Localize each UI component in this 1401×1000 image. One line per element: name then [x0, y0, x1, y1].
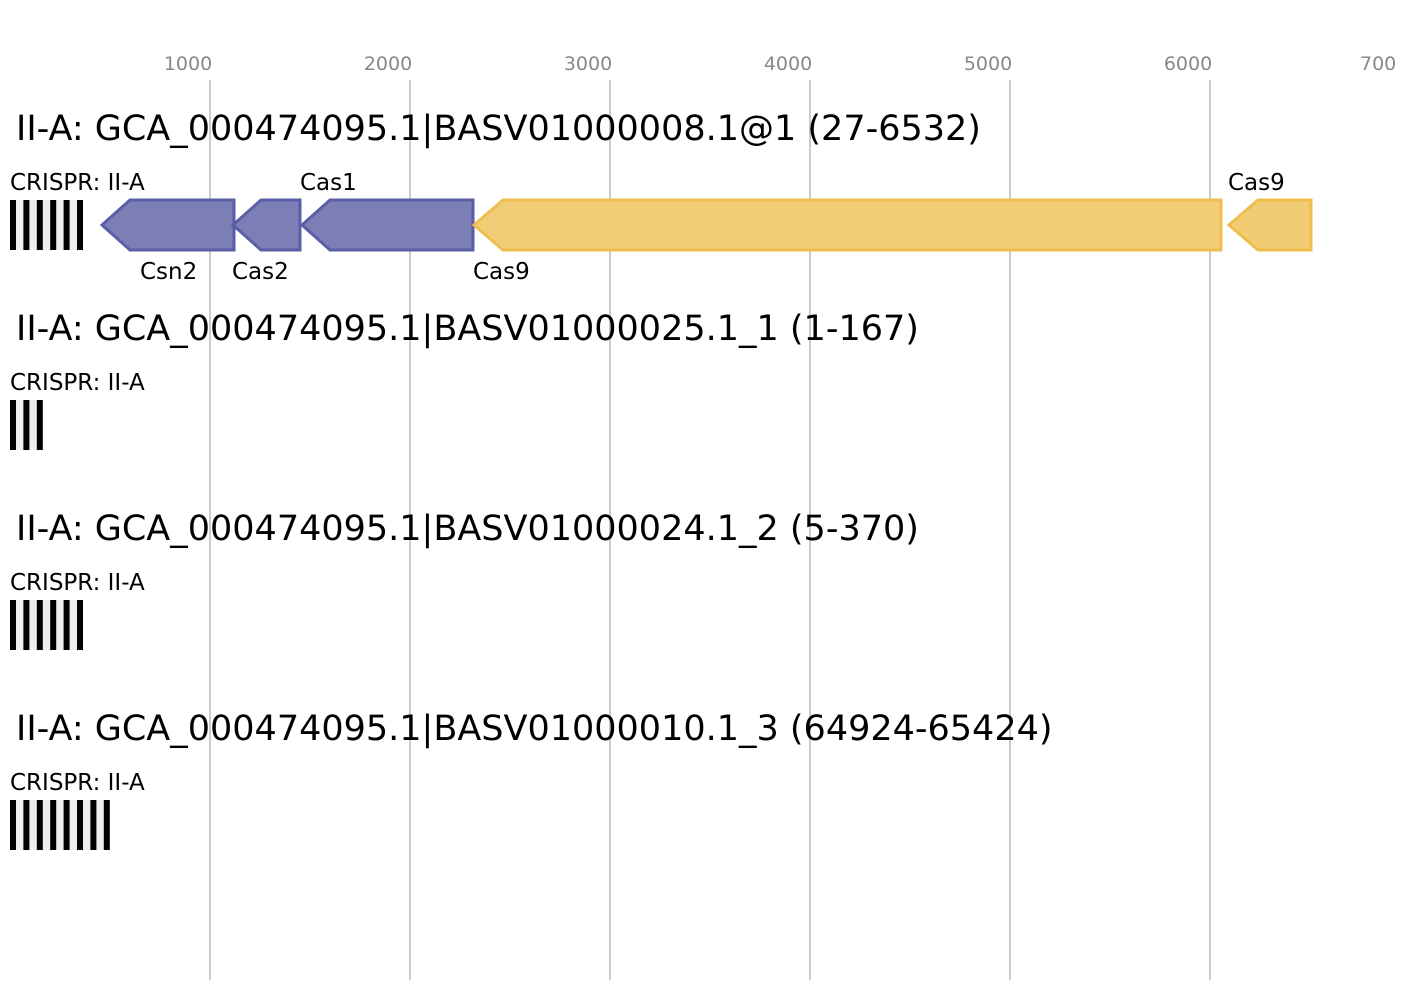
- crispr-array: [10, 800, 110, 850]
- tick-label: 4000: [764, 53, 812, 75]
- tick-label: 3000: [564, 53, 612, 75]
- tick-label: 1000: [164, 53, 212, 75]
- crispr-repeat: [23, 400, 30, 450]
- gene-arrow[interactable]: [230, 198, 302, 252]
- crispr-repeat: [10, 800, 16, 850]
- gene-arrow[interactable]: [299, 198, 475, 252]
- gene-csn2[interactable]: Csn2: [99, 198, 236, 285]
- crispr-repeat: [23, 200, 30, 250]
- gene-cas9[interactable]: Cas9: [471, 198, 1223, 285]
- crispr-spacer-background: [10, 600, 83, 650]
- crispr-repeat: [23, 800, 30, 850]
- gene-label: Cas2: [232, 259, 289, 285]
- crispr-repeat: [10, 200, 16, 250]
- crispr-repeat: [90, 800, 97, 850]
- gene-arrow[interactable]: [1226, 198, 1313, 252]
- locus-title: II-A: GCA_000474095.1|BASV01000024.1_2 (…: [16, 509, 919, 549]
- crispr-label: CRISPR: II-A: [10, 770, 145, 796]
- locus-title: II-A: GCA_000474095.1|BASV01000010.1_3 (…: [16, 709, 1053, 749]
- tick-label: 5000: [964, 53, 1012, 75]
- crispr-array: [10, 200, 83, 250]
- crispr-repeat: [36, 800, 43, 850]
- gene-cas1[interactable]: Cas1: [299, 170, 475, 252]
- locus-3: II-A: GCA_000474095.1|BASV01000024.1_2 (…: [10, 509, 919, 650]
- locus-1: II-A: GCA_000474095.1|BASV01000008.1@1 (…: [10, 109, 1313, 285]
- crispr-label: CRISPR: II-A: [10, 570, 145, 596]
- crispr-repeat: [77, 800, 83, 850]
- locus-4: II-A: GCA_000474095.1|BASV01000010.1_3 (…: [10, 709, 1053, 850]
- crispr-repeat: [103, 800, 110, 850]
- crispr-label: CRISPR: II-A: [10, 170, 145, 196]
- crispr-array: [10, 400, 43, 450]
- crispr-array: [10, 600, 83, 650]
- gene-label: Cas9: [1228, 170, 1285, 196]
- crispr-repeat: [77, 600, 83, 650]
- gene-label: Cas9: [473, 259, 530, 285]
- crispr-repeat: [63, 600, 70, 650]
- tick-label: 2000: [364, 53, 412, 75]
- crispr-repeat: [10, 600, 16, 650]
- crispr-repeat: [50, 200, 57, 250]
- crispr-repeat: [50, 600, 57, 650]
- gene-arrow[interactable]: [99, 198, 236, 252]
- gene-cas9-fragment[interactable]: Cas9: [1226, 170, 1313, 252]
- crispr-repeat: [10, 400, 16, 450]
- gene-label: Csn2: [140, 259, 197, 285]
- tick-label: 6000: [1164, 53, 1212, 75]
- crispr-repeat: [36, 200, 43, 250]
- crispr-repeat: [50, 800, 57, 850]
- locus-title: II-A: GCA_000474095.1|BASV01000025.1_1 (…: [16, 309, 919, 349]
- locus-2: II-A: GCA_000474095.1|BASV01000025.1_1 (…: [10, 309, 919, 450]
- crispr-repeat: [63, 200, 70, 250]
- crispr-repeat: [36, 600, 43, 650]
- gene-label: Cas1: [300, 170, 357, 196]
- crispr-label: CRISPR: II-A: [10, 370, 145, 396]
- locus-title: II-A: GCA_000474095.1|BASV01000008.1@1 (…: [16, 109, 981, 149]
- crispr-repeat: [63, 800, 70, 850]
- tick-label: 700: [1360, 53, 1396, 75]
- crispr-repeat: [77, 200, 83, 250]
- crispr-repeat: [23, 600, 30, 650]
- axis-ticks: 1000 2000 3000 4000 5000 6000 700: [164, 53, 1396, 75]
- crispr-repeat: [36, 400, 43, 450]
- gene-cas2[interactable]: Cas2: [230, 198, 302, 285]
- crispr-spacer-background: [10, 200, 83, 250]
- gene-arrow[interactable]: [471, 198, 1223, 252]
